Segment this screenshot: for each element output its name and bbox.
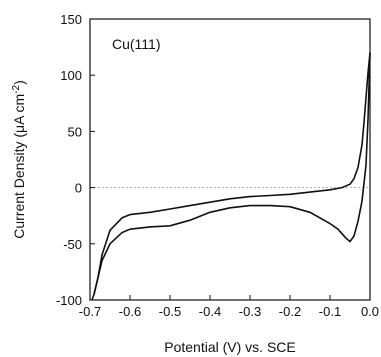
x-tick-label: -0.4: [199, 304, 221, 319]
x-axis-title: Potential (V) vs. SCE: [164, 339, 296, 355]
y-axis-title-exponent: -2: [11, 84, 22, 93]
x-tick-label: 0.0: [361, 304, 379, 319]
y-axis-title: Current Density (μA cm-2): [11, 80, 28, 239]
y-tick-label: 100: [60, 68, 82, 83]
x-tick-label: -0.5: [159, 304, 181, 319]
x-tick-label: -0.7: [79, 304, 101, 319]
series-layer: [91, 52, 371, 301]
y-tick-label: -100: [56, 293, 82, 308]
y-tick-label: 150: [60, 12, 82, 27]
axis-ticks: -0.7 -0.6 -0.5 -0.4 -0.3 -0.2 -0.1 0.0 -100 -50 0 5…: [56, 12, 379, 319]
cathodic-sweep-line: [93, 52, 371, 295]
y-axis-title-close: ): [11, 80, 27, 85]
x-tick-label: -0.2: [279, 304, 301, 319]
y-tick-label: 0: [75, 181, 82, 196]
x-tick-label: -0.6: [119, 304, 141, 319]
x-tick-label: -0.1: [319, 304, 341, 319]
x-tick-label: -0.3: [239, 304, 261, 319]
plot-frame: [89, 18, 371, 301]
y-axis-title-main: Current Density (μA cm: [11, 94, 27, 239]
y-tick-label: 50: [68, 124, 82, 139]
annotation-label: Cu(111): [112, 36, 161, 52]
anodic-sweep-line: [91, 52, 371, 301]
y-tick-label: -50: [63, 237, 82, 252]
